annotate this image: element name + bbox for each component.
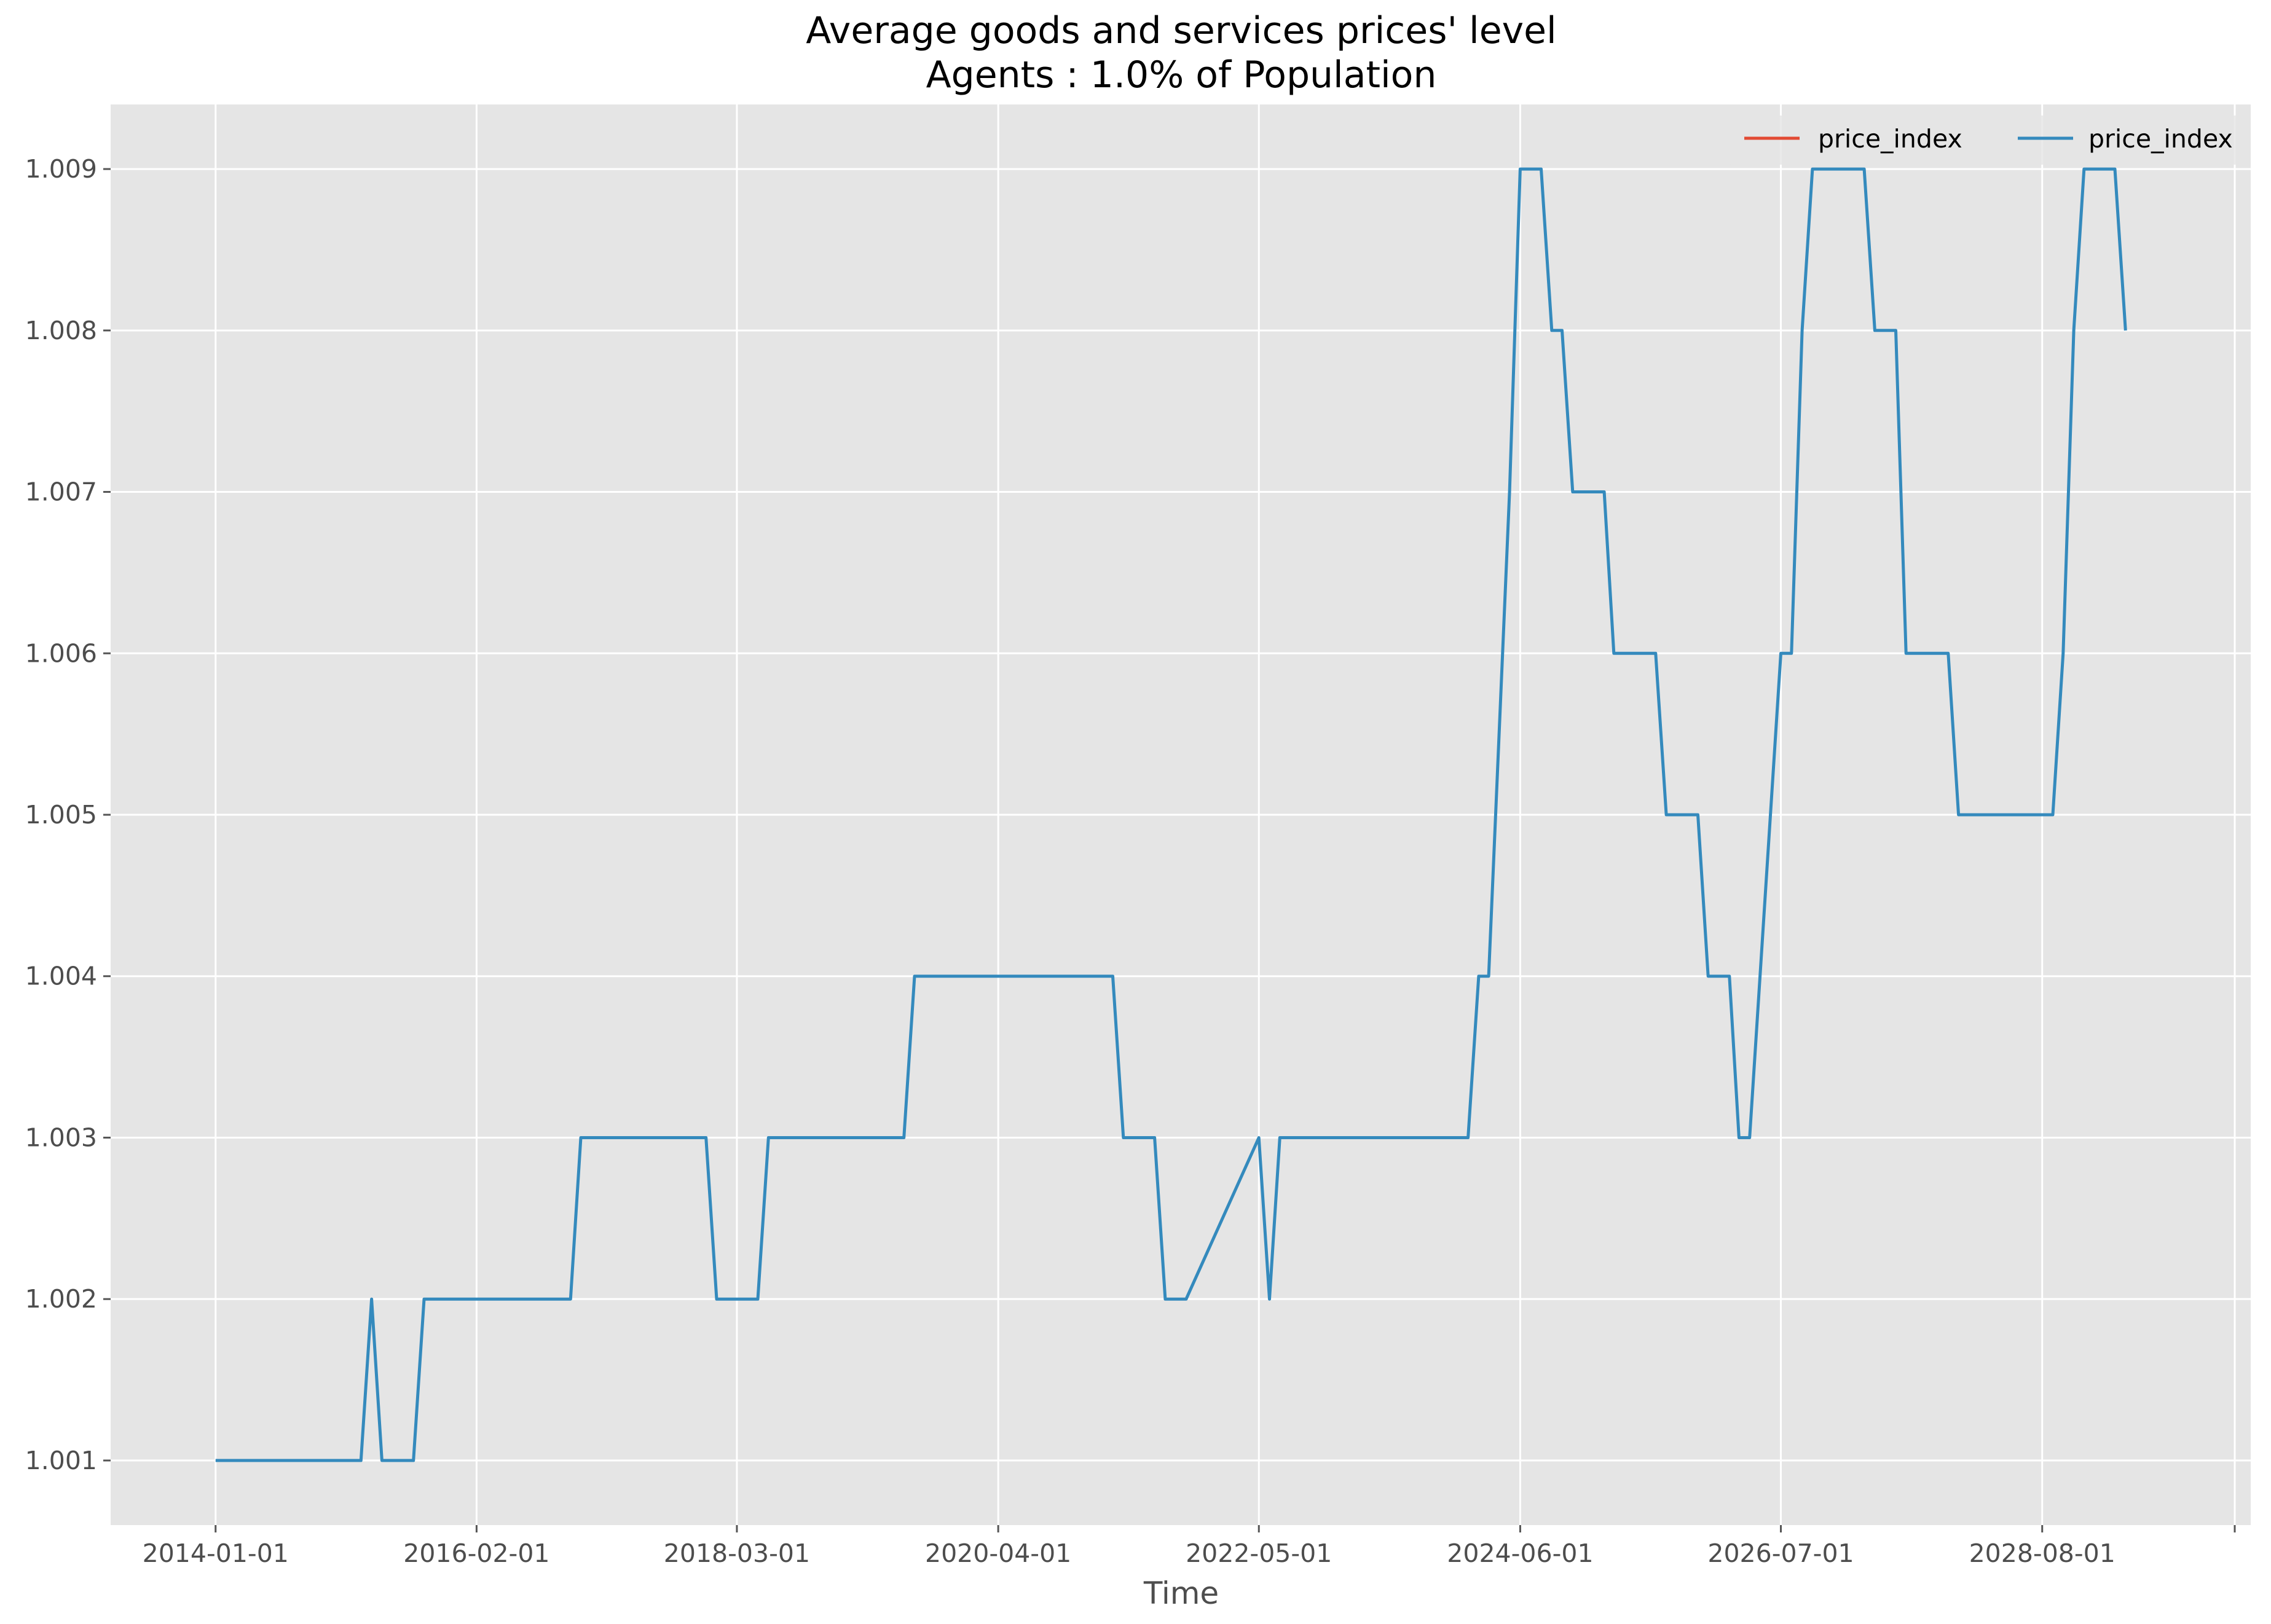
y-tick-label: 1.006 xyxy=(25,638,97,668)
chart-subtitle: Agents : 1.0% of Population xyxy=(926,53,1437,96)
x-tick-label: 2028-08-01 xyxy=(1969,1539,2116,1568)
y-tick-label: 1.009 xyxy=(25,154,97,184)
y-tick-label: 1.004 xyxy=(25,962,97,991)
x-tick-label: 2022-05-01 xyxy=(1186,1539,1332,1568)
y-tick-label: 1.002 xyxy=(25,1284,97,1314)
y-tick-label: 1.003 xyxy=(25,1123,97,1152)
x-tick-label: 2020-04-01 xyxy=(925,1539,1071,1568)
series-lines xyxy=(215,167,2127,1462)
x-tick-label: 2016-02-01 xyxy=(403,1539,549,1568)
legend-label-1: price_index xyxy=(1818,124,1962,154)
y-tick-label: 1.008 xyxy=(25,316,97,345)
x-tick-label: 2014-01-01 xyxy=(143,1539,289,1568)
y-tick-label: 1.007 xyxy=(25,477,97,507)
legend-box xyxy=(1726,116,2240,165)
y-tick-label: 1.005 xyxy=(25,800,97,830)
legend-label-2: price_index xyxy=(2088,124,2233,154)
x-tick-label: 2018-03-01 xyxy=(664,1539,810,1568)
y-axis-ticks: 1.001 1.002 1.003 1.004 1.005 1.006 1.007 1.008… xyxy=(25,154,111,1475)
series-line-price-index-blue xyxy=(215,167,2127,1462)
x-axis-ticks: 2014-01-01 2016-02-01 2018-03-01 2020-04-01… xyxy=(143,1525,2236,1568)
chart-title: Average goods and services prices' level xyxy=(806,9,1556,52)
x-tick-label: 2024-06-01 xyxy=(1447,1539,1593,1568)
legend: price_index price_index xyxy=(1726,116,2240,165)
x-axis-label: Time xyxy=(1143,1575,1219,1611)
y-tick-label: 1.001 xyxy=(25,1446,97,1475)
x-tick-label: 2026-07-01 xyxy=(1707,1539,1854,1568)
